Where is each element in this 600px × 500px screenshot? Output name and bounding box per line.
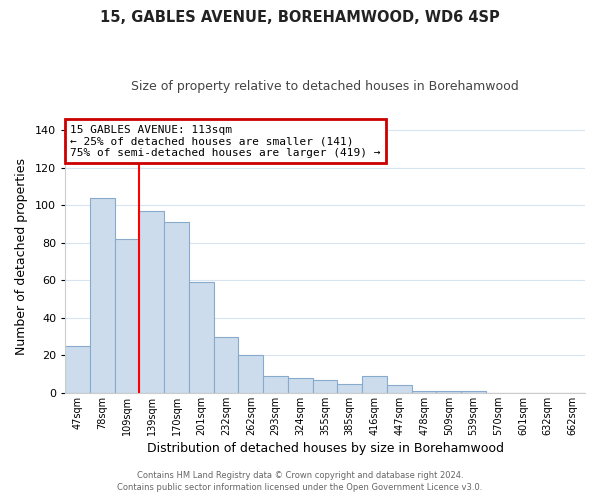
Bar	[65, 346, 90, 393]
Bar	[337, 384, 362, 393]
Bar	[115, 239, 139, 393]
Bar	[263, 376, 288, 393]
X-axis label: Distribution of detached houses by size in Borehamwood: Distribution of detached houses by size …	[146, 442, 503, 455]
Bar	[164, 222, 189, 393]
Text: 15, GABLES AVENUE, BOREHAMWOOD, WD6 4SP: 15, GABLES AVENUE, BOREHAMWOOD, WD6 4SP	[100, 10, 500, 25]
Bar	[288, 378, 313, 393]
Bar	[461, 391, 486, 393]
Bar	[214, 336, 238, 393]
Y-axis label: Number of detached properties: Number of detached properties	[15, 158, 28, 355]
Bar	[436, 391, 461, 393]
Bar	[313, 380, 337, 393]
Bar	[90, 198, 115, 393]
Bar	[139, 210, 164, 393]
Text: Contains HM Land Registry data © Crown copyright and database right 2024.
Contai: Contains HM Land Registry data © Crown c…	[118, 471, 482, 492]
Bar	[412, 391, 436, 393]
Bar	[189, 282, 214, 393]
Bar	[362, 376, 387, 393]
Bar	[238, 356, 263, 393]
Text: 15 GABLES AVENUE: 113sqm
← 25% of detached houses are smaller (141)
75% of semi-: 15 GABLES AVENUE: 113sqm ← 25% of detach…	[70, 124, 381, 158]
Title: Size of property relative to detached houses in Borehamwood: Size of property relative to detached ho…	[131, 80, 519, 93]
Bar	[387, 386, 412, 393]
